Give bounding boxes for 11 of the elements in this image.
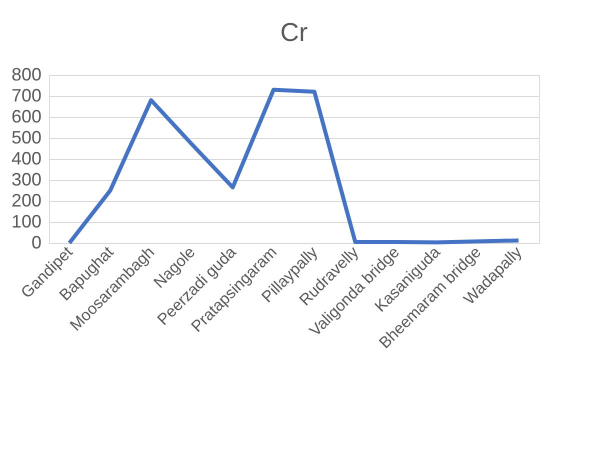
line-series: [67, 88, 521, 245]
y-tick-label: 600: [11, 106, 42, 126]
y-tick-label: 200: [11, 190, 42, 210]
y-tick-label: 400: [11, 148, 42, 168]
y-tick-label: 500: [11, 128, 42, 148]
y-tick-label: 800: [11, 64, 42, 84]
y-tick-label: 300: [11, 170, 42, 190]
y-tick-label: 100: [11, 212, 42, 232]
y-tick-label: 700: [11, 86, 42, 106]
y-tick-label: 0: [31, 232, 42, 252]
chart-title: Cr: [280, 17, 308, 47]
